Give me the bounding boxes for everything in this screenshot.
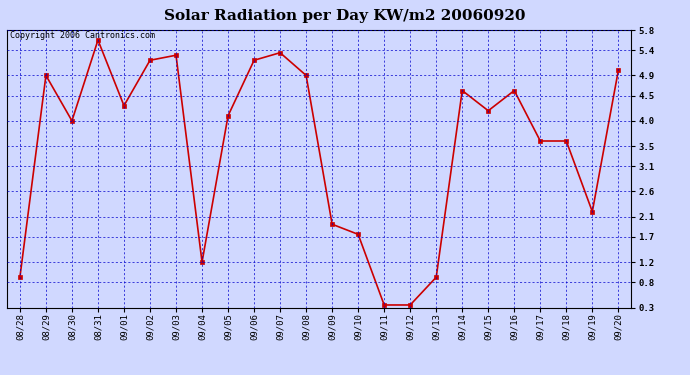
Text: Solar Radiation per Day KW/m2 20060920: Solar Radiation per Day KW/m2 20060920 [164, 9, 526, 23]
Text: Copyright 2006 Cantronics.com: Copyright 2006 Cantronics.com [10, 32, 155, 40]
